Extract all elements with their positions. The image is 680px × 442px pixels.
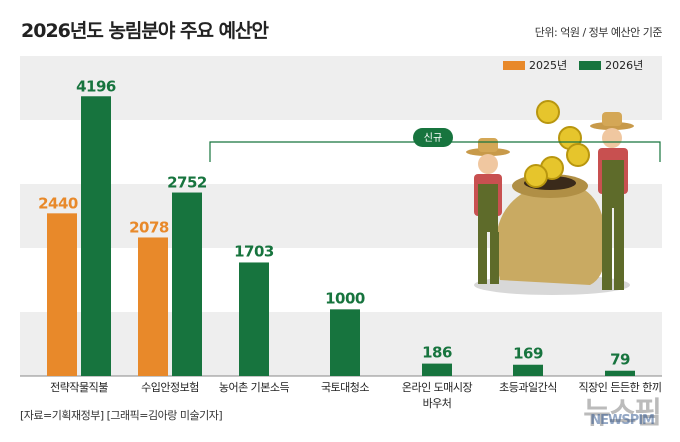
bars [47,96,635,377]
bar-2026-1 [172,192,202,376]
value-label-2026-4: 186 [422,344,452,362]
category-label-2: 농어촌 기본소득 [219,381,290,394]
new-badge [413,128,453,147]
category-label-4: 온라인 도매시장 [402,381,473,394]
farmer-overalls-right [602,160,624,208]
farmer-leg-right-1 [602,208,612,290]
value-label-2026-2: 1703 [234,242,274,260]
legend-label-2025: 2025년 [529,59,568,72]
value-label-2026-3: 1000 [325,289,365,307]
watermark-subtext: NEWSPIM [590,413,655,428]
bar-2026-0 [81,96,111,377]
watermark-logo: 뉴스핌 [583,396,662,431]
category-label-5: 초등과일간식 [499,380,557,394]
gold-coin-icon [566,143,590,167]
legend: 2025년 2026년 [503,57,643,73]
legend-item-2026: 2026년 [579,57,643,73]
category-label-0: 전략작물직불 [50,381,108,394]
hat-crown-left [478,138,498,152]
gold-coin-icon [536,100,560,124]
bar-2026-3 [330,309,360,376]
unit-note: 단위: 억원 / 정부 예산안 기준 [534,26,663,39]
chart-title: 2026년도 농림분야 주요 예산안 [21,20,269,42]
new-items-bracket: 신규 [209,128,661,162]
category-label-3: 국토대청소 [321,381,369,394]
money-sack [495,181,606,285]
bar-2026-6 [605,370,635,376]
bar-2026-5 [513,364,543,376]
bar-2025-0 [47,213,77,376]
farmer-head-left [478,154,498,174]
bar-2026-4 [422,363,452,376]
value-label-2026-6: 79 [610,351,630,369]
gold-coin-icon [524,164,548,188]
hat-crown-right [602,112,622,126]
farmer-leg-left-1 [478,232,487,284]
bar-2026-2 [239,262,269,376]
value-label-2025-1: 2078 [129,218,169,236]
value-label-2026-5: 169 [513,345,543,363]
farmers-illustration [466,100,634,295]
source-note: [자료=기획재정부] [그래픽=김아랑 미술기자] [20,409,223,422]
farmer-leg-right-2 [614,208,624,290]
legend-swatch-2025 [503,60,525,70]
category-label-1: 수입안정보험 [141,381,199,394]
farmer-head-right [602,128,622,148]
category-label-6: 직장인 든든한 한끼 [579,381,662,394]
new-badge-label: 신규 [424,132,442,144]
value-label-2026-1: 2752 [167,174,207,192]
bar-2025-1 [138,237,168,376]
farmer-leg-left-2 [490,232,499,284]
legend-label-2026: 2026년 [605,59,644,72]
labels: 2440 4196 전략작물직불 2078 2752 수입안정보험 1703 농어촌 기본소득… [38,77,662,410]
category-label-4: 바우처 [423,397,452,410]
legend-swatch-2026 [579,60,602,70]
legend-item-2025: 2025년 [503,57,567,73]
farmer-overalls-left [478,184,498,232]
value-label-2026-0: 4196 [76,77,116,95]
value-label-2025-0: 2440 [38,194,78,212]
